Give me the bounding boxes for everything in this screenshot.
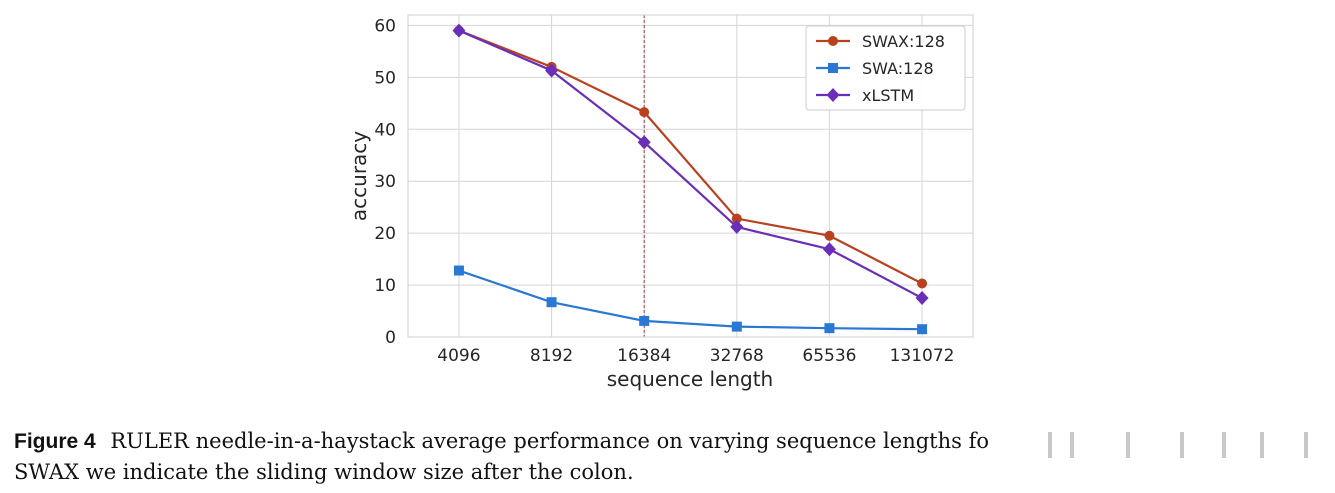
legend-item: xLSTM — [816, 86, 914, 105]
x-tick-label: 16384 — [617, 346, 671, 366]
data-point — [453, 265, 464, 276]
legend: SWAX:128 SWA:128 xLSTM — [805, 25, 966, 111]
data-point — [639, 315, 650, 326]
plot-frame — [407, 14, 974, 338]
chart: 0 10 20 30 40 50 60 4096 8192 16384 32768 65536 1310… — [347, 14, 974, 391]
series-xlstm — [452, 23, 929, 306]
legend-marker — [826, 88, 840, 102]
legend-marker — [828, 63, 838, 73]
x-tick-label: 131072 — [890, 346, 955, 366]
data-point — [546, 297, 557, 308]
redacted-text-region — [1008, 428, 1320, 464]
legend-label: SWAX:128 — [862, 32, 945, 51]
data-point — [731, 213, 742, 224]
x-tick-label: 65536 — [802, 346, 856, 366]
data-point — [730, 219, 744, 234]
y-tick-label: 30 — [374, 172, 396, 192]
series-line — [458, 269, 923, 331]
series-swa-128 — [453, 265, 928, 335]
legend-label: xLSTM — [862, 86, 914, 105]
data-point — [452, 23, 466, 38]
y-tick-label: 10 — [374, 276, 396, 296]
axes — [407, 14, 974, 338]
y-tick-label: 20 — [374, 224, 396, 244]
data-point — [917, 324, 928, 335]
data-point — [824, 323, 835, 334]
data-point — [731, 321, 742, 332]
series-line — [458, 29, 923, 300]
series-layer — [452, 23, 929, 335]
legend-label: SWA:128 — [862, 59, 934, 78]
caption-text: RULER needle-in-a-haystack average perfo… — [110, 429, 989, 453]
x-tick-label: 8192 — [530, 346, 573, 366]
x-tick-label: 32768 — [710, 346, 764, 366]
x-axis-label: sequence length — [607, 367, 773, 391]
data-point — [545, 63, 559, 78]
data-point — [915, 291, 929, 306]
series-line — [458, 29, 923, 285]
tick-labels: 0 10 20 30 40 50 60 4096 8192 16384 32768 65536 1310… — [374, 16, 954, 366]
data-point — [822, 242, 836, 257]
legend-box — [805, 25, 966, 111]
data-point — [917, 278, 928, 289]
data-point — [637, 135, 651, 150]
data-point — [824, 230, 835, 241]
data-point — [639, 107, 650, 118]
legend-item: SWA:128 — [816, 59, 934, 78]
figure-caption: Figure 4 RULER needle-in-a-haystack aver… — [14, 426, 1319, 487]
y-axis-label: accuracy — [347, 131, 371, 221]
legend-marker — [828, 36, 838, 46]
y-tick-label: 60 — [374, 16, 396, 36]
legend-item: SWAX:128 — [816, 32, 945, 51]
y-tick-label: 50 — [374, 68, 396, 88]
caption-text-line2: SWAX we indicate the sliding window size… — [14, 460, 634, 484]
y-tick-label: 40 — [374, 120, 396, 140]
figure-number: Figure 4 — [14, 430, 96, 453]
y-tick-label: 0 — [385, 328, 396, 348]
x-tick-label: 4096 — [437, 346, 480, 366]
